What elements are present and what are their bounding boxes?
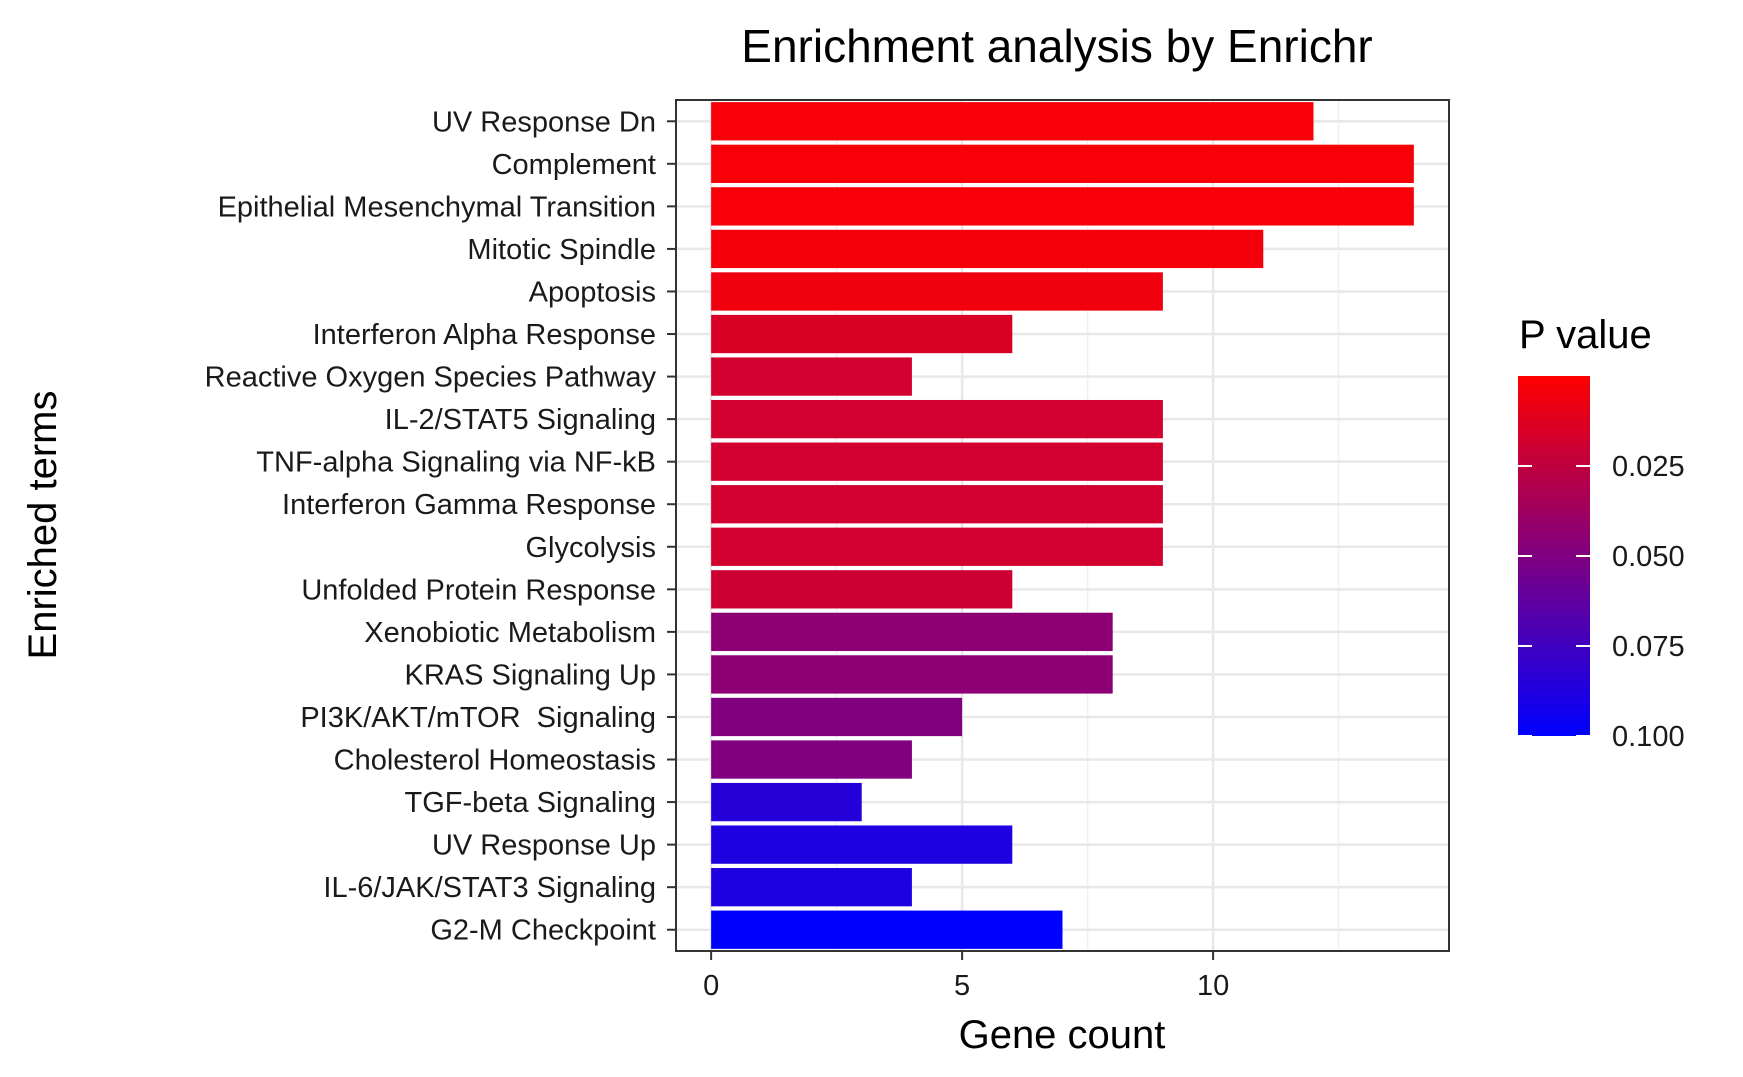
bar (711, 783, 862, 821)
y-tick-label: UV Response Dn (432, 106, 656, 138)
y-tick-label: Epithelial Mesenchymal Transition (218, 191, 656, 223)
x-tick-label: 10 (1197, 970, 1229, 1002)
bar (711, 613, 1113, 651)
y-tick-label: Complement (492, 149, 656, 181)
bar (711, 102, 1313, 140)
x-tick-label: 0 (703, 970, 719, 1002)
y-tick-label: Apoptosis (529, 276, 656, 308)
plot-panel (676, 100, 1449, 951)
legend-tick-label: 0.100 (1612, 721, 1685, 753)
x-tick-label: 5 (954, 970, 970, 1002)
bar (711, 868, 912, 906)
bar (711, 357, 912, 395)
bar (711, 272, 1163, 310)
bar (711, 145, 1414, 183)
x-axis-title: Gene count (959, 1013, 1166, 1057)
bar (711, 187, 1414, 225)
y-tick-label: G2-M Checkpoint (430, 915, 656, 947)
y-tick-label: TGF-beta Signaling (405, 787, 656, 819)
y-tick-label: Mitotic Spindle (467, 234, 656, 266)
y-axis: UV Response Dn Complement Epithelial Mesen… (205, 106, 676, 946)
y-tick-label: Interferon Alpha Response (313, 319, 656, 351)
x-axis: 0 5 10 (703, 951, 1229, 1002)
y-tick-label: Unfolded Protein Response (301, 574, 656, 606)
p-value-legend: P value 0.025 0.050 0.075 0.100 (1518, 313, 1685, 753)
y-tick-label: Cholesterol Homeostasis (334, 745, 656, 777)
y-tick-label: KRAS Signaling Up (405, 659, 656, 691)
bar (711, 315, 1012, 353)
legend-tick-label: 0.075 (1612, 631, 1685, 663)
bar (711, 698, 962, 736)
bar (711, 655, 1113, 693)
bar (711, 400, 1163, 438)
y-tick-label: PI3K/AKT/mTOR Signaling (300, 702, 656, 734)
y-tick-label: TNF-alpha Signaling via NF-kB (256, 447, 656, 479)
y-tick-label: Interferon Gamma Response (282, 489, 656, 521)
bar (711, 443, 1163, 481)
bar (711, 528, 1163, 566)
chart-title: Enrichment analysis by Enrichr (741, 20, 1372, 72)
bar (711, 230, 1263, 268)
legend-title: P value (1519, 313, 1652, 357)
panel-background (676, 100, 1449, 951)
bar (711, 825, 1012, 863)
y-tick-label: IL-6/JAK/STAT3 Signaling (323, 872, 656, 904)
bar (711, 570, 1012, 608)
y-tick-label: IL-2/STAT5 Signaling (385, 404, 656, 436)
y-axis-title: Enriched terms (21, 391, 65, 660)
bar (711, 740, 912, 778)
y-tick-label: Xenobiotic Metabolism (364, 617, 656, 649)
y-tick-label: Reactive Oxygen Species Pathway (205, 362, 657, 394)
legend-tick-label: 0.050 (1612, 541, 1685, 573)
y-tick-label: Glycolysis (525, 532, 656, 564)
bar (711, 485, 1163, 523)
bar (711, 911, 1062, 949)
legend-tick-label: 0.025 (1612, 451, 1685, 483)
y-tick-label: UV Response Up (432, 830, 656, 862)
